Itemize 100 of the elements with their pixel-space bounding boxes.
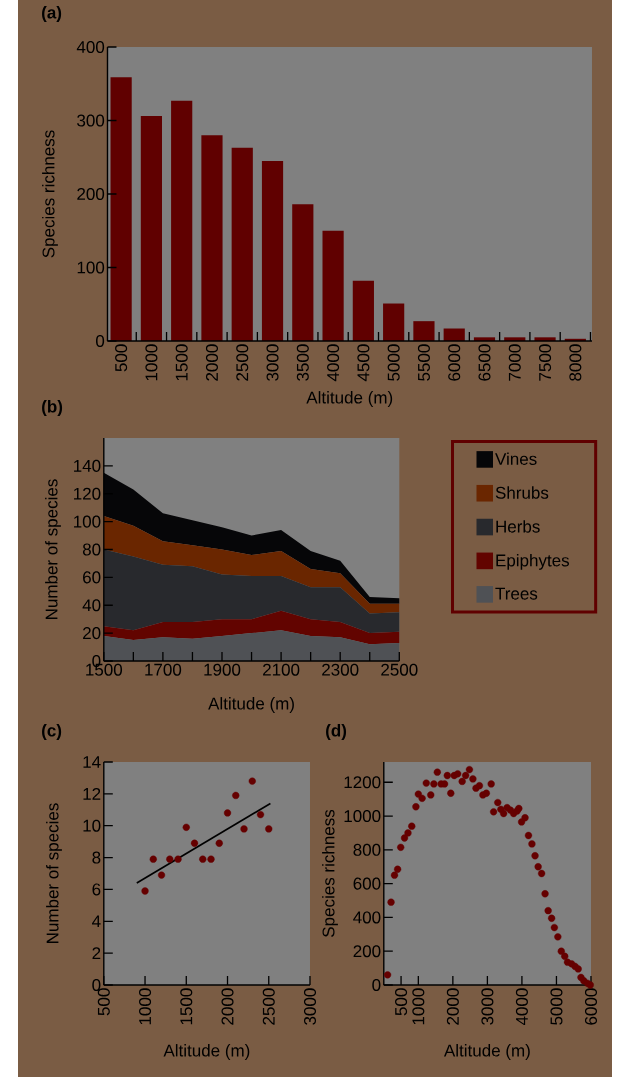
y-tick-label: 80 xyxy=(82,543,101,556)
y-tick-label: 40 xyxy=(82,599,101,612)
y-tick-label: 60 xyxy=(83,571,101,584)
x-tick-label: 3000 xyxy=(266,344,279,381)
x-tick-label: 6000 xyxy=(448,344,461,381)
point xyxy=(182,823,190,831)
x-tick-label: 5500 xyxy=(417,344,430,381)
y-tick-label: 120 xyxy=(74,487,101,500)
y-tick-label: 8 xyxy=(92,851,101,864)
x-tick-label: 7000 xyxy=(508,344,521,381)
y-tick-label: 600 xyxy=(353,877,381,890)
point xyxy=(141,887,149,895)
x-tick-label: 4500 xyxy=(357,344,370,382)
x-tick-label: 8000 xyxy=(569,344,582,381)
chart-title: (b) xyxy=(42,400,63,416)
y-tick-label: 20 xyxy=(83,627,101,640)
chart-title: (d) xyxy=(326,724,347,740)
point xyxy=(207,855,215,863)
y-tick-label: 10 xyxy=(83,819,101,832)
chart-title: (a) xyxy=(42,6,62,22)
x-tick-label: 3500 xyxy=(296,344,309,381)
x-tick-label: 6000 xyxy=(584,988,598,1025)
x-tick-label: 6500 xyxy=(478,344,491,381)
x-tick-label: 7500 xyxy=(539,344,552,381)
x-tick-label: 2500 xyxy=(236,344,249,381)
point xyxy=(240,825,248,833)
x-tick-label: 1700 xyxy=(145,663,182,676)
x-tick-label: 3000 xyxy=(481,988,494,1025)
x-tick-label: 5000 xyxy=(387,344,400,381)
y-tick-label: 1000 xyxy=(344,810,381,823)
y-tick-label: 200 xyxy=(77,187,105,201)
y-axis-title: Number of species xyxy=(45,479,61,619)
point xyxy=(223,809,232,817)
x-tick-label: 1500 xyxy=(175,344,188,381)
bar xyxy=(140,116,162,341)
bar xyxy=(201,135,223,341)
y-tick-label: 6 xyxy=(92,883,101,896)
legend-label: Shrubs xyxy=(495,486,549,499)
bar xyxy=(352,280,374,341)
y-tick-label: 140 xyxy=(74,459,101,472)
legend-label: Trees xyxy=(495,587,538,600)
y-tick-label: 1200 xyxy=(344,776,381,789)
point xyxy=(149,855,157,863)
y-axis-title: Number of species xyxy=(46,803,62,943)
y-axis-title: Species richness xyxy=(42,130,58,258)
y-tick-label: 0 xyxy=(96,334,105,348)
point xyxy=(199,855,207,863)
bar xyxy=(413,321,435,341)
point xyxy=(174,855,182,863)
legend-label: Vines xyxy=(495,452,537,465)
x-tick-label: 2000 xyxy=(221,988,234,1025)
y-tick-label: 2 xyxy=(92,947,101,960)
bar xyxy=(231,147,253,341)
y-tick-label: 12 xyxy=(83,787,101,800)
x-tick-label: 3000 xyxy=(303,988,317,1025)
x-tick-label: 1000 xyxy=(412,988,425,1025)
x-tick-label: 500 xyxy=(395,988,408,1016)
point xyxy=(215,839,223,847)
y-tick-label: 100 xyxy=(77,261,105,274)
x-tick-label: 2000 xyxy=(205,344,218,381)
x-tick-label: 4000 xyxy=(327,344,340,382)
legend-label: Epiphytes xyxy=(496,553,570,570)
x-tick-label: 1900 xyxy=(204,663,241,676)
point xyxy=(157,871,166,879)
y-tick-label: 300 xyxy=(77,114,105,127)
bar xyxy=(261,160,284,341)
bar xyxy=(292,204,314,341)
point xyxy=(190,839,199,847)
x-tick-label: 2500 xyxy=(262,988,275,1025)
y-tick-label: 400 xyxy=(76,40,105,54)
x-tick-label: 2300 xyxy=(322,663,359,676)
x-tick-label: 500 xyxy=(115,344,128,372)
point xyxy=(166,855,174,863)
x-tick-label: 1000 xyxy=(139,988,152,1025)
x-tick-label: 1500 xyxy=(180,988,193,1025)
x-axis-title: Altitude (m) xyxy=(208,697,294,713)
x-tick-label: 4000 xyxy=(515,988,528,1026)
y-tick-label: 400 xyxy=(353,911,381,924)
x-tick-label: 2000 xyxy=(446,988,459,1025)
y-tick-label: 100 xyxy=(74,515,101,528)
x-axis-title: Altitude (m) xyxy=(163,1044,250,1060)
point xyxy=(232,791,240,800)
y-tick-label: 14 xyxy=(83,756,101,768)
y-tick-label: 0 xyxy=(372,978,381,992)
bar xyxy=(171,100,193,341)
point xyxy=(256,810,265,819)
bar xyxy=(383,303,405,341)
y-tick-label: 800 xyxy=(353,843,381,856)
bar xyxy=(110,77,132,341)
chart-title: (c) xyxy=(42,724,62,740)
y-tick-label: 200 xyxy=(353,945,381,958)
x-axis-title: Altitude (m) xyxy=(306,391,393,407)
legend-label: Herbs xyxy=(496,520,540,533)
x-tick-label: 2100 xyxy=(263,663,300,676)
point xyxy=(265,825,273,833)
y-axis-title: Species richness xyxy=(322,809,338,937)
point xyxy=(248,777,256,785)
bar xyxy=(322,230,344,341)
x-tick-label: 5000 xyxy=(550,988,563,1025)
x-tick-label: 1000 xyxy=(145,344,158,381)
